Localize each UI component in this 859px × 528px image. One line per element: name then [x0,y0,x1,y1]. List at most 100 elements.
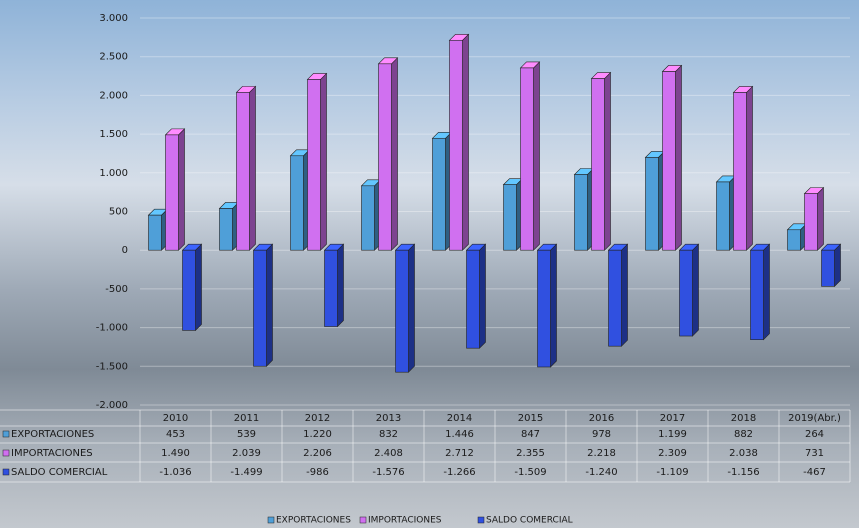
bar [716,181,730,251]
bar-side [195,243,202,332]
table-cell: 2.206 [303,448,332,459]
bar [449,39,463,251]
bar [503,184,517,251]
table-cell: -1.240 [585,467,617,478]
bar-side [391,57,398,251]
x-tick-label: 2019(Abr.) [788,413,841,424]
bar [679,249,693,337]
bar-side [621,243,628,347]
table-cell: 978 [592,429,611,440]
table-cell: 264 [805,429,824,440]
x-tick-label: 2015 [518,413,543,424]
legend-swatch [2,449,10,457]
bar [574,174,588,251]
row-label: SALDO COMERCIAL [11,467,108,478]
bar-side [763,243,770,341]
table-cell: 1.490 [161,448,190,459]
table-cell: 2.309 [658,448,687,459]
x-tick-label: 2017 [660,413,685,424]
legend-swatch [2,430,10,438]
bar [432,137,446,251]
bar-side [533,61,540,251]
table-cell: -986 [306,467,329,478]
legend-swatch [477,516,485,524]
legend-swatch [359,516,367,524]
table-cell: 882 [734,429,753,440]
table-cell: 1.199 [658,429,687,440]
bar [821,249,835,287]
bar [645,157,659,251]
y-tick-label: 0 [122,245,128,256]
x-tick-label: 2016 [589,413,614,424]
x-tick-label: 2010 [163,413,188,424]
x-tick-label: 2011 [234,413,259,424]
y-tick-label: 3.000 [99,13,128,24]
bar-side [604,71,611,251]
bar-side [692,243,699,337]
table-cell: 539 [237,429,256,440]
y-tick-label: 500 [109,207,128,218]
y-tick-label: 2.500 [99,52,128,63]
table-cell: 847 [521,429,540,440]
table-cell: -1.266 [443,467,475,478]
bar [253,249,267,367]
legend-swatch [2,468,10,476]
table-cell: -1.156 [727,467,759,478]
table-cell: 2.218 [587,448,616,459]
legend-label: IMPORTACIONES [368,516,442,526]
bar [466,249,480,349]
bar [750,249,764,340]
y-tick-label: -1.500 [96,361,128,372]
bar [324,249,338,327]
row-label: IMPORTACIONES [11,448,93,459]
table-cell: 832 [379,429,398,440]
bar [165,134,179,251]
bar [236,92,250,251]
bar-side [178,128,185,251]
bar-side [249,85,256,251]
bar [662,71,676,251]
x-tick-label: 2013 [376,413,401,424]
bar [537,249,551,368]
bar-side [746,85,753,251]
table-cell: -1.499 [230,467,262,478]
bar [608,249,622,347]
y-tick-label: -500 [105,284,128,295]
row-label: EXPORTACIONES [11,429,94,440]
bar [520,67,534,251]
table-cell: 2.712 [445,448,474,459]
bar [787,229,801,251]
bar [733,92,747,251]
table-cell: -467 [803,467,826,478]
bar-side [550,243,557,368]
bar-side [462,33,469,251]
bar [591,78,605,251]
bar [290,155,304,251]
table-cell: -1.509 [514,467,546,478]
y-tick-label: -1.000 [96,323,128,334]
bar-side [266,243,273,367]
table-cell: -1.109 [656,467,688,478]
table-cell: -1.036 [159,467,191,478]
y-tick-label: 2.000 [99,90,128,101]
bar-side [337,243,344,328]
table-cell: 2.408 [374,448,403,459]
bar-side [675,64,682,251]
legend-swatch [267,516,275,524]
bar [361,185,375,251]
bar-side [320,72,327,251]
table-cell: 2.039 [232,448,261,459]
y-tick-label: -2.000 [96,400,128,411]
y-tick-label: 1.500 [99,129,128,140]
legend-label: EXPORTACIONES [276,516,351,526]
bar [148,214,162,251]
table-cell: 1.446 [445,429,474,440]
table-cell: 2.355 [516,448,545,459]
bar [378,63,392,251]
bar [182,249,196,331]
bar-side [408,243,415,373]
table-cell: 2.038 [729,448,758,459]
x-tick-label: 2018 [731,413,756,424]
